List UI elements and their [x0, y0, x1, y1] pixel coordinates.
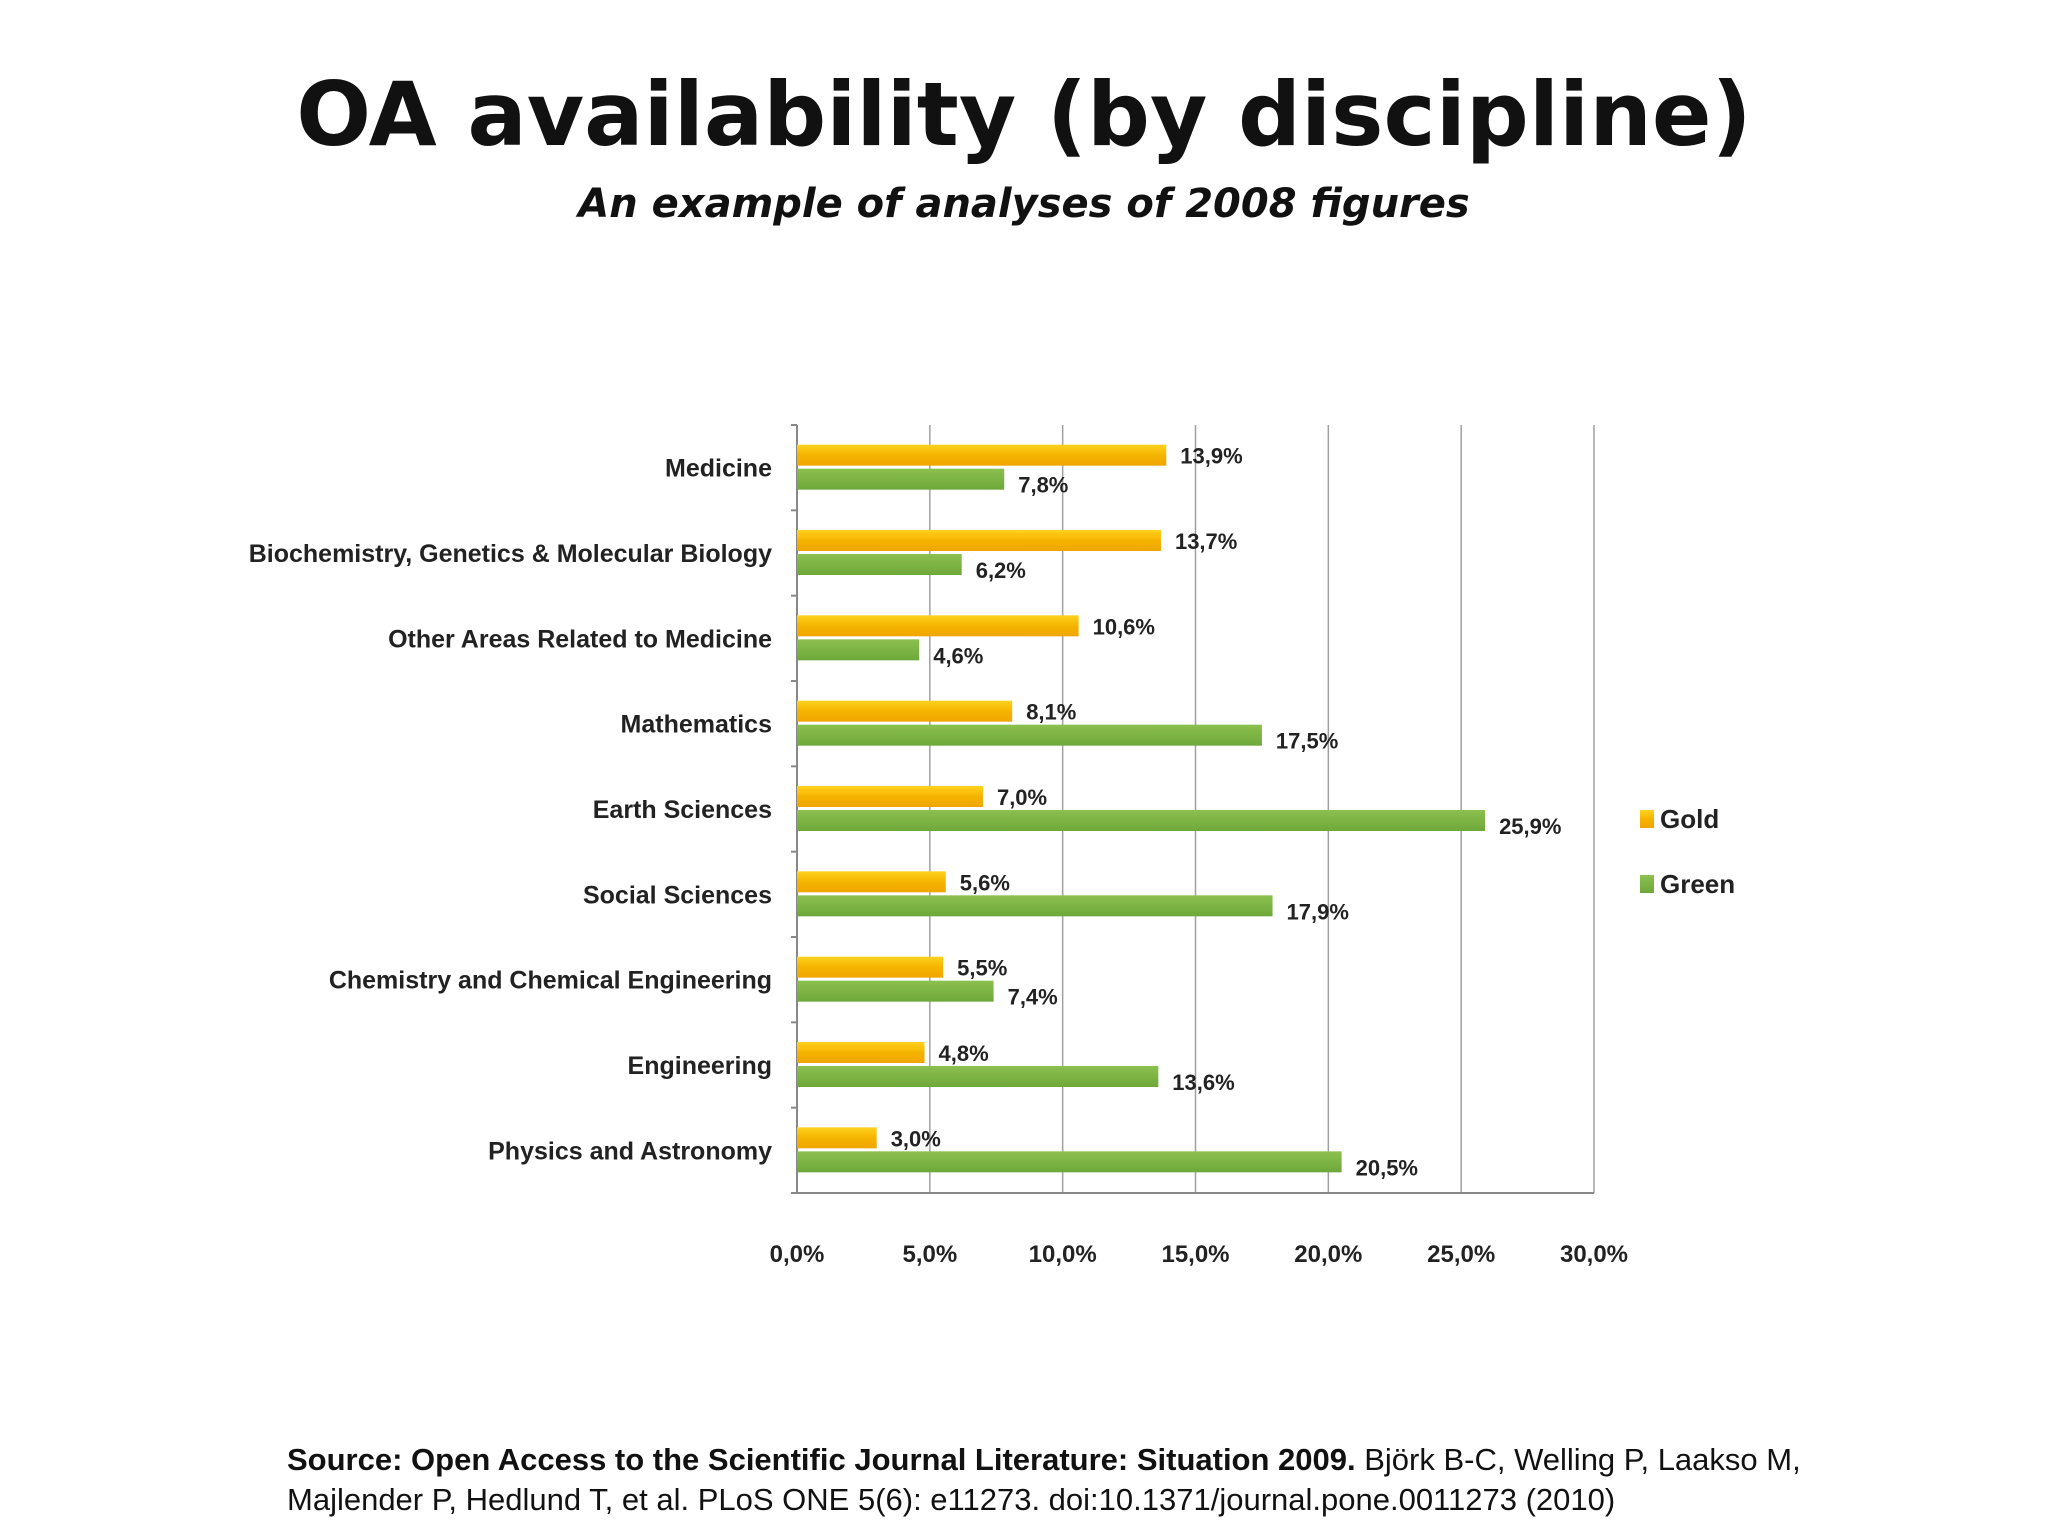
- category-label: Mathematics: [621, 711, 772, 739]
- category-label: Medicine: [665, 455, 772, 483]
- grid-layer: [791, 424, 1595, 1194]
- green-bar: [797, 895, 1273, 917]
- slide-title: OA availability (by discipline): [296, 63, 1752, 166]
- green-data-label: 6,2%: [976, 558, 1026, 583]
- green-data-label: 20,5%: [1356, 1155, 1418, 1180]
- legend-label: Gold: [1660, 804, 1719, 834]
- green-data-label: 4,6%: [933, 643, 983, 668]
- green-bar: [797, 810, 1486, 831]
- x-tick-label: 0,0%: [770, 1241, 825, 1268]
- gold-bar: [797, 615, 1079, 637]
- label-layer: 0,0% 5,0% 10,0% 15,0% 20,0% 25,0% 30,0% Medicin…: [249, 444, 1628, 1268]
- category-label: Engineering: [628, 1052, 772, 1080]
- gold-data-label: 3,0%: [891, 1126, 941, 1151]
- gold-bar: [797, 1127, 877, 1149]
- green-data-label: 13,6%: [1172, 1070, 1234, 1095]
- x-tick-label: 10,0%: [1029, 1241, 1097, 1268]
- category-label: Other Areas Related to Medicine: [388, 625, 772, 653]
- x-tick-label: 30,0%: [1560, 1241, 1628, 1268]
- green-bar: [797, 468, 1005, 490]
- green-bar: [797, 724, 1262, 746]
- green-data-label: 17,5%: [1276, 729, 1338, 754]
- gold-bar: [797, 700, 1013, 722]
- gold-bar: [797, 444, 1167, 466]
- source-citation: Source: Open Access to the Scientific Jo…: [287, 1440, 1907, 1520]
- gold-data-label: 5,6%: [960, 870, 1010, 895]
- green-data-label: 7,8%: [1018, 473, 1068, 498]
- gold-bar: [797, 956, 944, 978]
- x-tick-label: 20,0%: [1294, 1241, 1362, 1268]
- source-title: Source: Open Access to the Scientific Jo…: [287, 1442, 1356, 1477]
- green-bar: [797, 1066, 1159, 1087]
- gold-data-label: 13,9%: [1180, 444, 1242, 469]
- green-data-label: 25,9%: [1499, 814, 1561, 839]
- gold-bar: [797, 1042, 925, 1063]
- gold-data-label: 4,8%: [939, 1041, 989, 1066]
- category-label: Social Sciences: [583, 881, 772, 909]
- legend-label: Green: [1660, 869, 1735, 899]
- gold-bar: [797, 786, 983, 807]
- gold-data-label: 5,5%: [957, 956, 1007, 981]
- category-label: Chemistry and Chemical Engineering: [329, 967, 772, 995]
- green-bar: [797, 980, 994, 1002]
- gold-bar: [797, 530, 1161, 551]
- green-data-label: 17,9%: [1287, 899, 1349, 924]
- category-label: Physics and Astronomy: [488, 1137, 772, 1165]
- legend-swatch: [1640, 875, 1654, 893]
- green-bar: [797, 554, 962, 575]
- x-tick-label: 25,0%: [1427, 1241, 1495, 1268]
- legend: Gold Green: [1640, 804, 1735, 899]
- gold-data-label: 13,7%: [1175, 529, 1237, 554]
- source-authors: Björk B-C, Welling P, Laakso M, Majlende…: [287, 1442, 1801, 1517]
- green-bar: [797, 639, 920, 661]
- category-label: Biochemistry, Genetics & Molecular Biolo…: [249, 540, 772, 568]
- legend-swatch: [1640, 810, 1654, 828]
- gold-data-label: 7,0%: [997, 785, 1047, 810]
- gold-data-label: 10,6%: [1093, 614, 1155, 639]
- category-label: Earth Sciences: [593, 796, 772, 824]
- green-data-label: 7,4%: [1008, 985, 1058, 1010]
- green-bar: [797, 1151, 1342, 1173]
- x-tick-label: 15,0%: [1161, 1241, 1229, 1268]
- bar-layer: [797, 444, 1486, 1173]
- x-tick-label: 5,0%: [902, 1241, 957, 1268]
- slide-subtitle: An example of analyses of 2008 figures: [578, 181, 1470, 227]
- gold-bar: [797, 871, 946, 893]
- gold-data-label: 8,1%: [1026, 700, 1076, 725]
